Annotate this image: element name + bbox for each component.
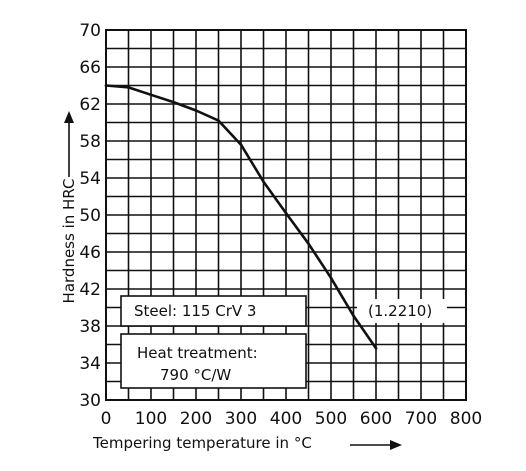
y-tick-label: 54 [79,169,101,189]
y-tick-label: 70 [79,21,101,41]
data-point [239,143,243,146]
x-axis-label: Tempering temperature in °C [92,434,312,452]
heat-treatment-line2: 790 °C/W [160,366,231,384]
y-tick-label: 30 [79,391,101,411]
data-point [194,109,198,112]
x-tick-label: 300 [225,409,257,429]
y-tick-label: 42 [79,280,101,300]
x-tick-label: 600 [360,409,392,429]
tick-labels: 0 100 200 300 400 500 600 700 800 30 34 38 42 46 50 54 5… [79,21,482,429]
steel-annotation-box [120,295,307,327]
y-axis-title: Hardness in HRC [60,111,78,303]
data-point [374,346,378,350]
y-axis-label: Hardness in HRC [60,179,78,304]
data-point [217,119,220,122]
data-point [127,86,130,89]
x-tick-label: 700 [405,409,437,429]
data-point [307,242,310,245]
y-tick-label: 34 [79,354,101,374]
data-point [329,276,333,280]
data-point [149,93,153,97]
annotation-layer: Steel: 115 CrV 3 Heat treatment: 790 °C/… [120,295,447,389]
y-tick-label: 38 [79,317,101,337]
material-number-box [357,299,447,323]
x-tick-label: 200 [180,409,212,429]
x-tick-label: 400 [270,409,302,429]
y-tick-label: 66 [79,58,101,78]
x-tick-label: 800 [450,409,482,429]
series-layer [104,84,378,350]
data-point [172,100,175,104]
x-tick-label: 0 [101,409,112,429]
heat-treatment-box [120,333,307,389]
x-tick-label: 500 [315,409,347,429]
plot-frame [105,29,467,401]
steel-annotation: Steel: 115 CrV 3 [134,302,256,320]
data-point [262,180,265,183]
y-tick-label: 50 [79,206,101,226]
x-tick-label: 100 [135,409,167,429]
y-axis-arrow-icon [64,111,74,177]
material-number-label: (1.2210) [368,302,432,320]
x-axis-title: Tempering temperature in °C [92,434,402,452]
heat-treatment-line1: Heat treatment: [137,344,258,362]
data-point [284,211,288,215]
x-axis-arrow-icon [350,440,402,450]
y-tick-label: 62 [79,95,101,115]
y-tick-label: 46 [79,243,101,263]
y-tick-label: 58 [79,132,101,152]
data-point [352,314,355,318]
